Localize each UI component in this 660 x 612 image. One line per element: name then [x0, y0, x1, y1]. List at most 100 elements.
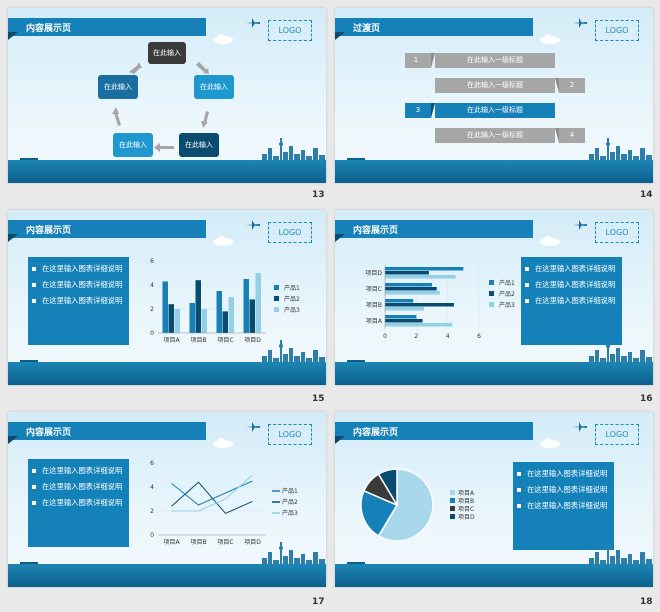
y-tick-label: 4: [150, 484, 154, 491]
cloud-icon: [213, 34, 233, 44]
title-corner: [335, 436, 345, 444]
bar: [385, 271, 429, 275]
slide-14[interactable]: 过渡页 LOGO 1 在此输入一级标题 在此输入一级标题 2 3 在此输入一级标…: [335, 8, 653, 183]
bar: [385, 303, 454, 307]
bar: [385, 287, 437, 291]
ground-band: [335, 362, 653, 385]
cloud-icon: [213, 438, 233, 448]
slide-title: 内容展示页: [353, 428, 399, 438]
bar: [216, 291, 222, 333]
legend-label: 产品3: [284, 306, 300, 314]
y-tick-label: 0: [150, 330, 154, 337]
x-tick-label: 项目B: [190, 337, 206, 344]
logo-placeholder: LOGO: [595, 424, 639, 445]
legend-label: 产品2: [499, 290, 515, 298]
cycle-box-left[interactable]: 在此输入: [98, 75, 138, 99]
x-tick-label: 项目C: [217, 337, 233, 344]
pie-slice: [377, 468, 434, 542]
ground-band: [8, 564, 326, 587]
series-line: [171, 481, 253, 515]
slide-17[interactable]: 内容展示页 LOGO 在这里输入图表详细说明 在这里输入图表详细说明 在这里输入…: [8, 412, 326, 587]
title-bar: 内容展示页: [8, 422, 206, 440]
y-tick-label: 2: [150, 508, 154, 515]
bar: [189, 303, 195, 333]
ground-band: [8, 362, 326, 385]
horizontal-bar-chart: 0 2 4 6 项目A 项目B 项目C 项目D 产品1 产品2 产品3: [365, 265, 515, 340]
bar: [162, 281, 168, 333]
bullet-item: 在这里输入图表详细说明: [28, 295, 129, 307]
bar: [385, 319, 423, 323]
bullet-item: 在这里输入图表详细说明: [513, 468, 614, 480]
legend-label: 产品3: [282, 509, 298, 517]
y-tick-label: 6: [150, 258, 154, 265]
series-line: [171, 474, 253, 512]
legend-swatch: [450, 490, 455, 495]
slide-number: 16: [640, 394, 653, 404]
slide-16[interactable]: 内容展示页 LOGO 0 2 4 6 项目A 项目B 项目C 项目D 产品1 产品2 产品3 在这里…: [335, 210, 653, 385]
nav-label: 在此输入一级标题: [435, 103, 555, 118]
cycle-box-bottom-left[interactable]: 在此输入: [113, 133, 153, 157]
logo-placeholder: LOGO: [268, 424, 312, 445]
slide-number: 13: [312, 190, 325, 200]
bullet-panel: 在这里输入图表详细说明 在这里输入图表详细说明 在这里输入图表详细说明: [513, 462, 614, 550]
nav-number: 1: [413, 56, 419, 64]
title-bar: 内容展示页: [335, 220, 533, 238]
y-tick-label: 4: [150, 282, 154, 289]
pie-slice: [360, 489, 399, 537]
bullet-item: 在这里输入图表详细说明: [28, 497, 129, 509]
bar: [168, 304, 174, 333]
cycle-box-bottom-right[interactable]: 在此输入: [179, 133, 219, 157]
bullet-item: 在这里输入图表详细说明: [28, 481, 129, 493]
legend-swatch: [489, 280, 494, 285]
legend-swatch: [489, 302, 494, 307]
cloud-icon: [213, 236, 233, 246]
title-corner: [8, 234, 18, 242]
x-tick-label: 项目A: [163, 337, 180, 344]
cycle-box-top[interactable]: 在此输入: [148, 42, 186, 64]
nav-item-3[interactable]: 3 在此输入一级标题: [405, 103, 555, 118]
bar: [385, 307, 425, 311]
title-corner: [8, 32, 18, 40]
y-tick-label: 项目C: [366, 286, 382, 293]
bullet-item: 在这里输入图表详细说明: [521, 279, 622, 291]
slide-13[interactable]: 内容展示页 LOGO 在此输入 在此输入 在此输入 在此输入 在此输入: [8, 8, 326, 183]
x-tick-label: 项目C: [217, 539, 233, 546]
bullet-item: 在这里输入图表详细说明: [513, 500, 614, 512]
slide-15[interactable]: 内容展示页 LOGO 在这里输入图表详细说明 在这里输入图表详细说明 在这里输入…: [8, 210, 326, 385]
cloud-icon: [540, 236, 560, 246]
bar: [195, 280, 201, 333]
plane-icon: [246, 220, 260, 230]
y-tick-label: 6: [150, 460, 154, 467]
x-tick-label: 0: [383, 333, 387, 340]
nav-item-4[interactable]: 在此输入一级标题 4: [435, 128, 585, 143]
title-corner: [335, 234, 345, 242]
cloud-icon: [540, 438, 560, 448]
logo-placeholder: LOGO: [595, 20, 639, 41]
bar: [255, 273, 261, 333]
bar: [249, 299, 255, 333]
bullet-panel: 在这里输入图表详细说明 在这里输入图表详细说明 在这里输入图表详细说明: [28, 257, 129, 345]
slide-number: 17: [312, 597, 325, 607]
bar: [243, 279, 249, 333]
logo-placeholder: LOGO: [268, 222, 312, 243]
plane-icon: [573, 18, 587, 28]
cycle-box-right[interactable]: 在此输入: [194, 75, 234, 99]
bar: [385, 283, 432, 287]
slide-18[interactable]: 内容展示页 LOGO 项目A 项目B 项目C 项目D 在这里输入图表详细说明 在这里输…: [335, 412, 653, 587]
legend-label: 项目B: [458, 498, 474, 505]
legend-swatch: [450, 506, 455, 511]
nav-item-1[interactable]: 1 在此输入一级标题: [405, 53, 555, 68]
legend-label: 项目A: [458, 490, 475, 497]
title-corner: [335, 32, 345, 40]
cycle-arrows: [112, 62, 209, 152]
bullet-item: 在这里输入图表详细说明: [521, 263, 622, 275]
nav-item-2[interactable]: 在此输入一级标题 2: [435, 78, 585, 93]
x-tick-label: 项目D: [244, 337, 261, 344]
x-tick-label: 项目A: [163, 539, 180, 546]
x-tick-label: 2: [414, 333, 418, 340]
bullet-item: 在这里输入图表详细说明: [28, 263, 129, 275]
bar: [222, 311, 228, 333]
title-bar: 内容展示页: [335, 422, 533, 440]
legend-swatch: [450, 498, 455, 503]
logo-placeholder: LOGO: [268, 20, 312, 41]
